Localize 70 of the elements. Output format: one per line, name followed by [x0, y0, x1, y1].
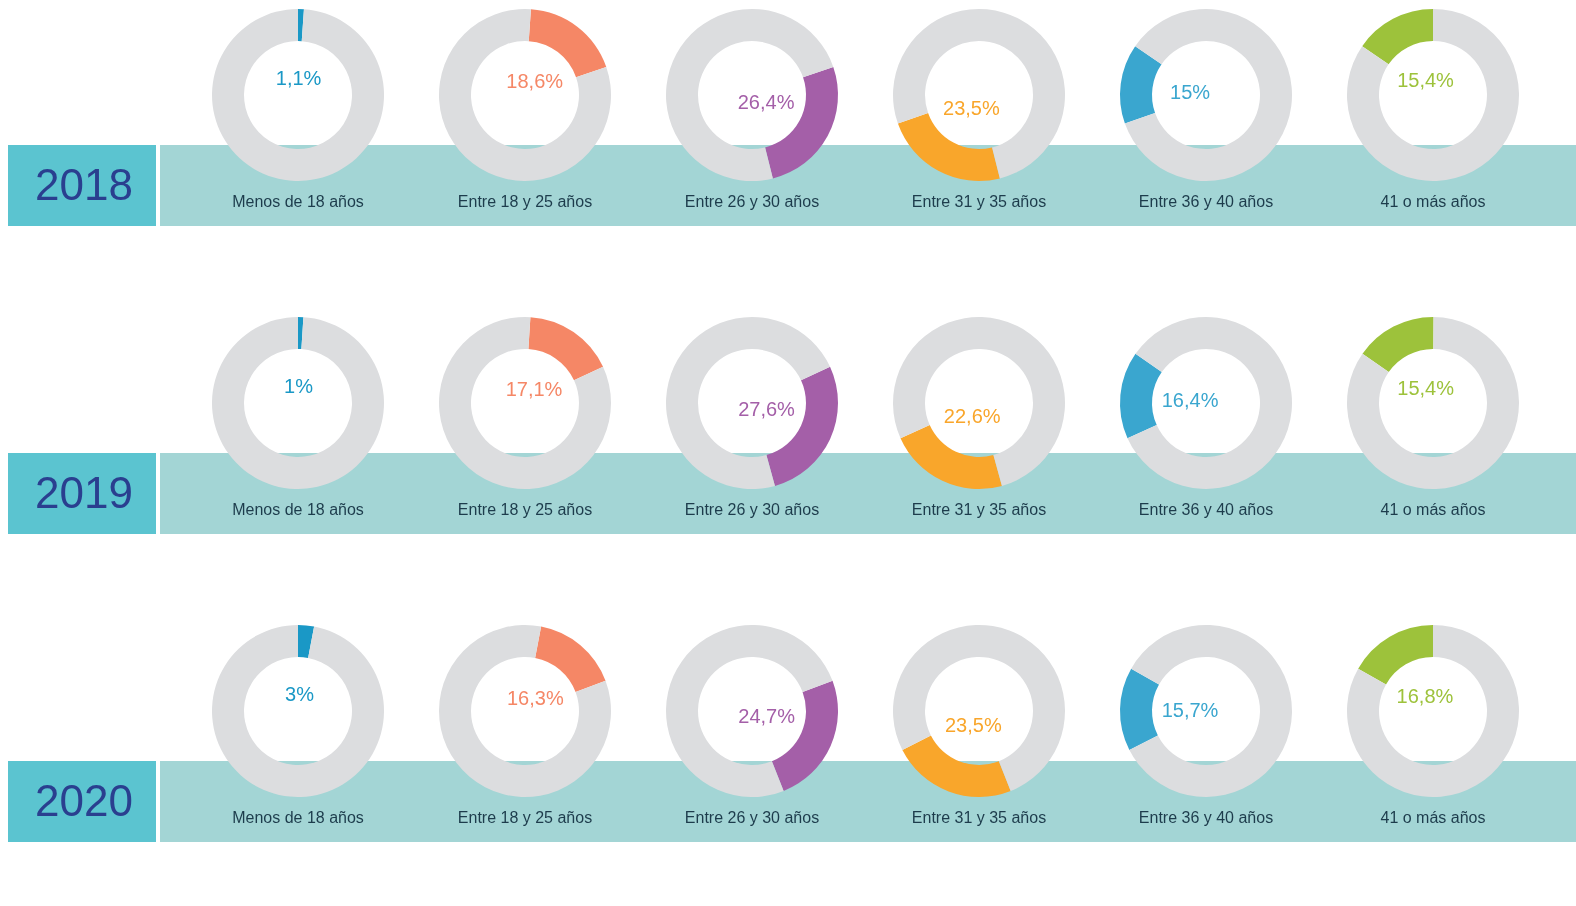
- donut-slice: [298, 9, 304, 42]
- text: 2018: [35, 160, 133, 209]
- text: Entre 36 y 40 años: [1138, 501, 1274, 518]
- donut-slice: [439, 625, 611, 797]
- text: Entre 36 y 40 años: [1138, 193, 1274, 210]
- text: 2019: [35, 468, 133, 517]
- donut-slice: [893, 625, 1065, 791]
- text: 41 o más años: [1380, 809, 1486, 826]
- donut-slice: [212, 9, 384, 181]
- donut-slice: [439, 317, 611, 489]
- donut-slice: [439, 9, 611, 181]
- donut-slice: [298, 317, 304, 350]
- donut-slice: [666, 9, 834, 181]
- donut-slice: [666, 317, 831, 489]
- donut-slice: [1362, 317, 1434, 373]
- data-label: 1%: [284, 375, 314, 398]
- data-label: 15%: [1170, 80, 1211, 103]
- data-label: 15,7%: [1161, 698, 1219, 721]
- data-label: 26,4%: [737, 90, 795, 113]
- donut-slice: [1129, 625, 1292, 797]
- donut-slice: [1347, 317, 1519, 489]
- data-label: 22,6%: [943, 405, 1001, 428]
- donut-slice: [1358, 625, 1433, 685]
- text: Menos de 18 años: [232, 193, 364, 210]
- data-label: 23,5%: [943, 97, 1000, 120]
- data-label: 15,4%: [1397, 376, 1455, 399]
- text: Menos de 18 años: [232, 809, 364, 826]
- donut-slice: [212, 625, 384, 797]
- data-label: 16,4%: [1161, 389, 1219, 412]
- donut-slice: [212, 317, 384, 489]
- data-label: 17,1%: [505, 377, 563, 400]
- text: 41 o más años: [1380, 501, 1486, 518]
- donut-slice: [1120, 46, 1162, 124]
- data-label: 18,6%: [506, 70, 564, 93]
- text: Entre 18 y 25 años: [457, 193, 593, 210]
- text: Menos de 18 años: [232, 501, 364, 518]
- donut-slice: [528, 317, 604, 381]
- donut-slice: [535, 626, 606, 693]
- text: Entre 26 y 30 años: [684, 809, 820, 826]
- data-label: 16,3%: [506, 686, 564, 709]
- donut-slice: [1124, 9, 1292, 181]
- text: Entre 18 y 25 años: [457, 809, 593, 826]
- donut-slice: [298, 625, 315, 658]
- donut-slice: [1362, 9, 1433, 65]
- data-label: 16,8%: [1396, 685, 1454, 708]
- data-label: 15,4%: [1397, 68, 1455, 91]
- data-label: 23,5%: [944, 713, 1002, 736]
- text: Entre 31 y 35 años: [911, 193, 1047, 210]
- text: Entre 36 y 40 años: [1138, 809, 1274, 826]
- donut-slice: [902, 735, 1011, 797]
- text: Entre 26 y 30 años: [684, 501, 820, 518]
- donut-slice: [1347, 9, 1519, 181]
- donut-slice: [900, 425, 1002, 489]
- text: Entre 18 y 25 años: [457, 501, 593, 518]
- donut-slice: [1127, 317, 1292, 489]
- text: 2020: [35, 776, 133, 825]
- data-label: 3%: [285, 683, 315, 706]
- text: Entre 31 y 35 años: [911, 809, 1047, 826]
- data-label: 27,6%: [738, 397, 796, 420]
- donut-slice: [1120, 668, 1160, 751]
- donut-slice: [893, 9, 1065, 179]
- data-label: 24,7%: [738, 705, 796, 728]
- donut-slice: [666, 625, 833, 797]
- text: Entre 26 y 30 años: [684, 193, 820, 210]
- data-label: 1,1%: [275, 67, 322, 90]
- text: 41 o más años: [1380, 193, 1486, 210]
- text: Entre 31 y 35 años: [911, 501, 1047, 518]
- donut-slice: [1120, 353, 1162, 439]
- donut-slice: [1347, 625, 1519, 797]
- donut-slice: [893, 317, 1065, 486]
